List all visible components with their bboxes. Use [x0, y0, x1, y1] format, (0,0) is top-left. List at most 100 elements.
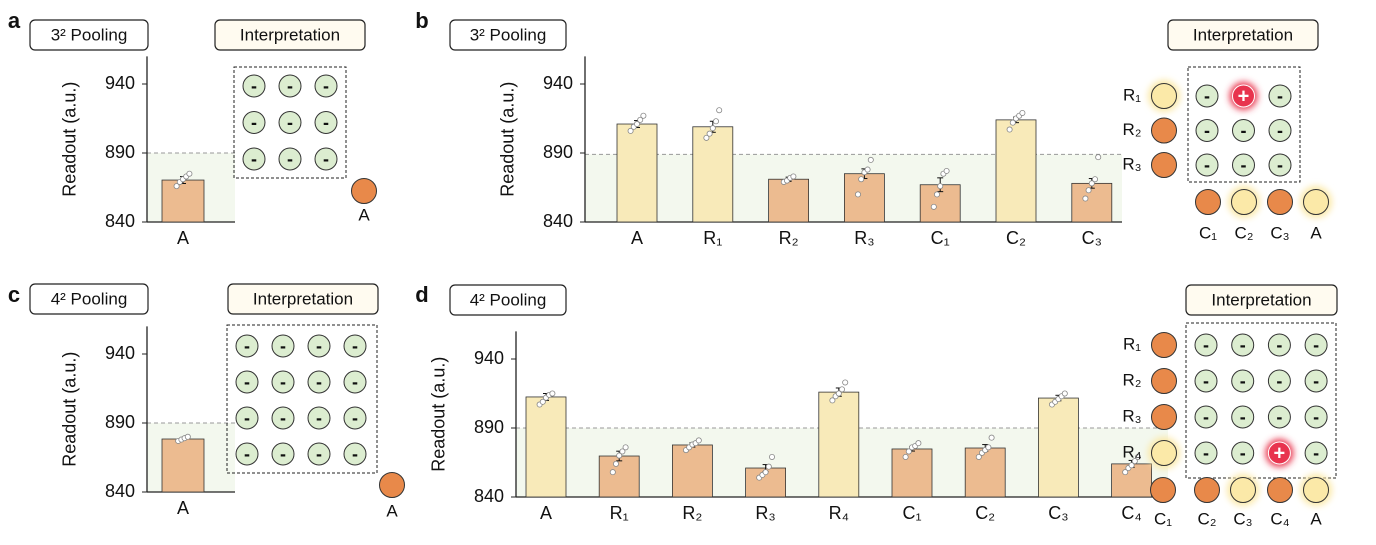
pool-marker: [1150, 477, 1176, 503]
pool-marker: [1151, 404, 1177, 430]
interpretation-title-box: [1185, 284, 1338, 316]
replicate-point: [703, 134, 710, 141]
pool-cell: [1195, 84, 1219, 108]
replicate-point: [709, 125, 716, 132]
col-label: A: [386, 501, 398, 520]
pool-cell: [235, 406, 259, 430]
x-tick-label: C₂: [975, 503, 995, 523]
replicate-point: [839, 386, 846, 393]
col-label: C₂: [1198, 509, 1217, 528]
pool-cell: [278, 74, 302, 98]
cell-sign: -: [352, 444, 358, 464]
replicate-point: [762, 469, 769, 476]
y-tick-label: 840: [543, 211, 573, 231]
pool-cell: [343, 370, 367, 394]
pool-marker: [1151, 332, 1177, 358]
pool-cell: [1232, 153, 1255, 177]
pool-cell: [278, 147, 302, 171]
cell-sign: -: [1203, 335, 1209, 355]
pool-cell: [307, 406, 331, 430]
pool-cell: [242, 147, 266, 171]
pool-marker: [1231, 189, 1257, 215]
bar: [891, 448, 933, 498]
cell-sign: -: [1204, 120, 1210, 140]
replicate-point: [1085, 187, 1092, 194]
pool-cell: [271, 442, 295, 466]
cell-sign: -: [1241, 120, 1247, 140]
cell-sign: -: [1203, 407, 1209, 427]
replicate-point: [1095, 154, 1102, 161]
row-label: R₃: [1122, 154, 1141, 173]
replicate-point: [627, 127, 634, 134]
cell-sign: -: [1276, 371, 1282, 391]
x-tick-label: A: [631, 228, 643, 248]
col-label: C₃: [1233, 509, 1252, 528]
replicate-point: [930, 203, 937, 210]
cell-sign: -: [280, 444, 286, 464]
pool-cell: [1232, 84, 1255, 108]
pool-marker: [1267, 477, 1293, 503]
y-tick-label: 840: [105, 481, 135, 501]
cell-sign: -: [251, 149, 257, 169]
chart-title: 4² Pooling: [51, 289, 128, 308]
pool-cell: [314, 147, 338, 171]
replicate-point: [835, 390, 842, 397]
pool-cell: [1231, 333, 1255, 357]
cell-sign: -: [323, 149, 329, 169]
replicate-point: [609, 469, 616, 476]
pool-cell: [1267, 369, 1291, 393]
y-tick-label: 890: [105, 142, 135, 162]
pool-cell: [343, 442, 367, 466]
cell-sign: -: [280, 336, 286, 356]
replicate-point: [1135, 453, 1142, 460]
cell-sign: -: [287, 76, 293, 96]
cell-sign: -: [1240, 443, 1246, 463]
pool-cell: [1194, 441, 1218, 465]
cell-sign: -: [1313, 335, 1319, 355]
cell-sign: -: [280, 372, 286, 392]
cell-sign: -: [1203, 443, 1209, 463]
bar: [161, 179, 205, 223]
pool-marker: [1151, 440, 1177, 466]
cell-sign: -: [287, 112, 293, 132]
pool-cell: [1232, 119, 1255, 142]
pool-cell: [1194, 369, 1218, 393]
pool-grid-box: [226, 324, 378, 474]
replicate-point: [864, 166, 871, 173]
replicate-point: [706, 130, 713, 137]
replicate-point: [829, 397, 836, 404]
bar: [844, 173, 885, 223]
x-tick-label: R₂: [682, 503, 702, 523]
pool-cell: [271, 334, 295, 358]
cell-sign: -: [251, 76, 257, 96]
replicate-point: [640, 112, 647, 119]
cell-sign: -: [280, 408, 286, 428]
chart-title: 3² Pooling: [51, 25, 128, 44]
cell-sign: -: [287, 149, 293, 169]
pool-cell: [1194, 405, 1218, 429]
pool-marker: [1151, 368, 1177, 394]
pool-cell: [314, 111, 338, 134]
pool-cell: [1268, 119, 1292, 142]
pool-marker: [1151, 152, 1177, 178]
x-tick-label: C₄: [1121, 503, 1141, 523]
replicate-point: [539, 398, 546, 405]
cell-sign: -: [1277, 155, 1283, 175]
interpretation-title-box: [1167, 19, 1319, 51]
replicate-point: [769, 453, 776, 460]
y-axis-label: Readout (a.u.): [429, 357, 449, 472]
cell-sign: -: [1240, 335, 1246, 355]
replicate-point: [622, 444, 629, 451]
col-label: C₄: [1270, 509, 1289, 528]
pool-cell: [314, 74, 338, 98]
cell-sign: -: [1203, 371, 1209, 391]
pool-cell: [235, 370, 259, 394]
cell-sign: -: [323, 112, 329, 132]
cell-sign: -: [244, 408, 250, 428]
replicate-point: [634, 121, 641, 128]
bar: [1071, 182, 1113, 223]
panel-letter: b: [415, 8, 428, 33]
row-label: R₃: [1122, 406, 1141, 425]
pool-cell: [1194, 333, 1218, 357]
